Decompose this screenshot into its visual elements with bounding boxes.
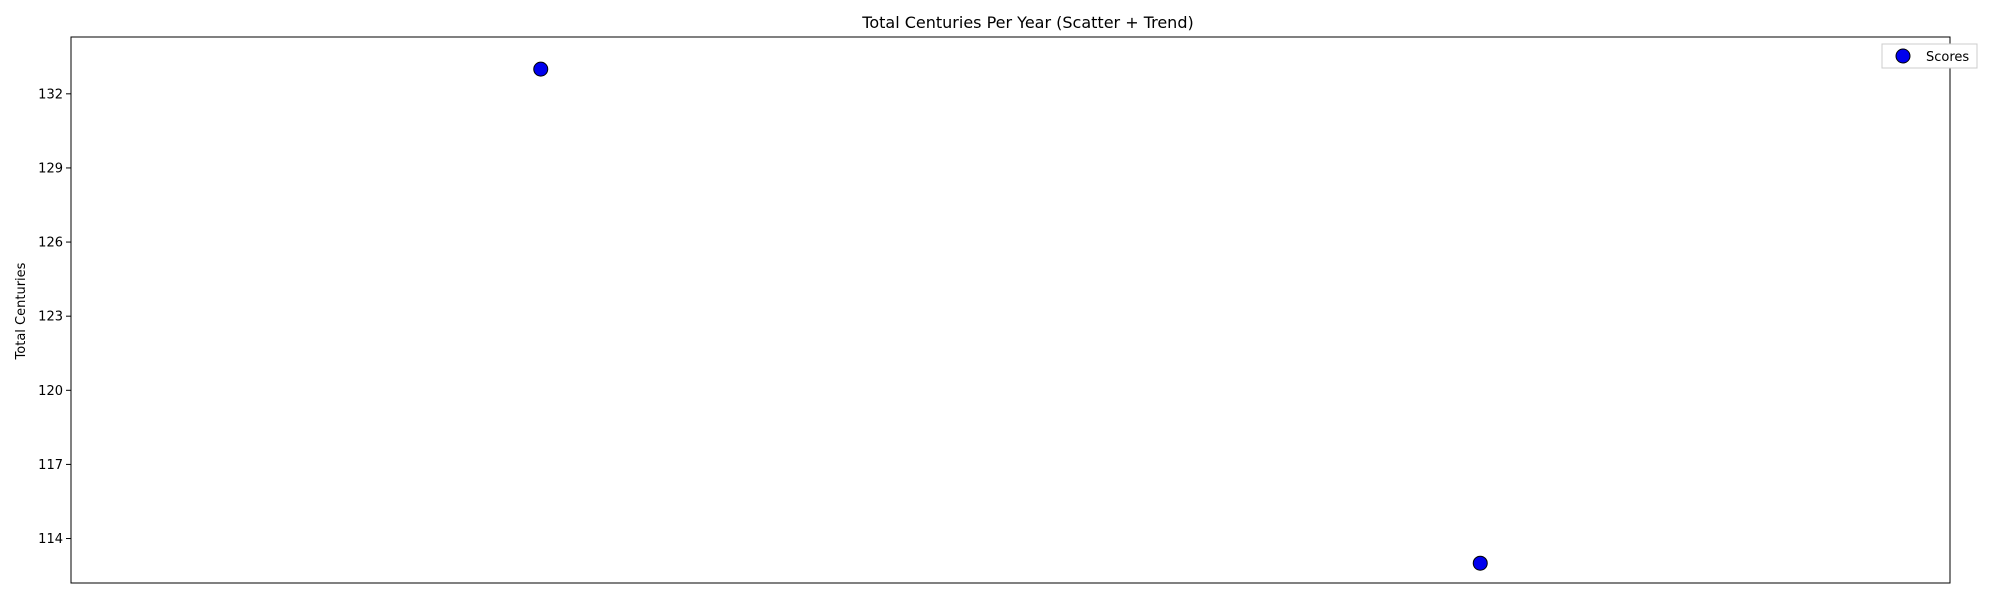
scatter-point-1: [533, 61, 549, 77]
scatter-point-2: [1472, 555, 1488, 571]
y-tick-label: 120: [38, 384, 63, 399]
plot-area-frame: [70, 36, 1951, 584]
legend-box: [1881, 43, 1978, 69]
legend-marker-scores: [1895, 48, 1911, 64]
y-tick-label: 114: [38, 532, 63, 547]
legend-label-scores: Scores: [1926, 50, 1969, 65]
y-axis-ticks: 114 117 120 123 126 129 132: [38, 87, 71, 547]
scatter-points: [533, 61, 1488, 571]
y-tick-label: 117: [38, 458, 63, 473]
y-axis-label: Total Centuries: [14, 262, 29, 360]
legend: Scores: [1881, 43, 1978, 69]
chart-title: Total Centuries Per Year (Scatter + Tren…: [861, 13, 1193, 32]
y-tick-label: 123: [38, 310, 63, 325]
y-tick-label: 132: [38, 87, 63, 102]
y-tick-label: 126: [38, 236, 63, 251]
y-tick-label: 129: [38, 161, 63, 176]
